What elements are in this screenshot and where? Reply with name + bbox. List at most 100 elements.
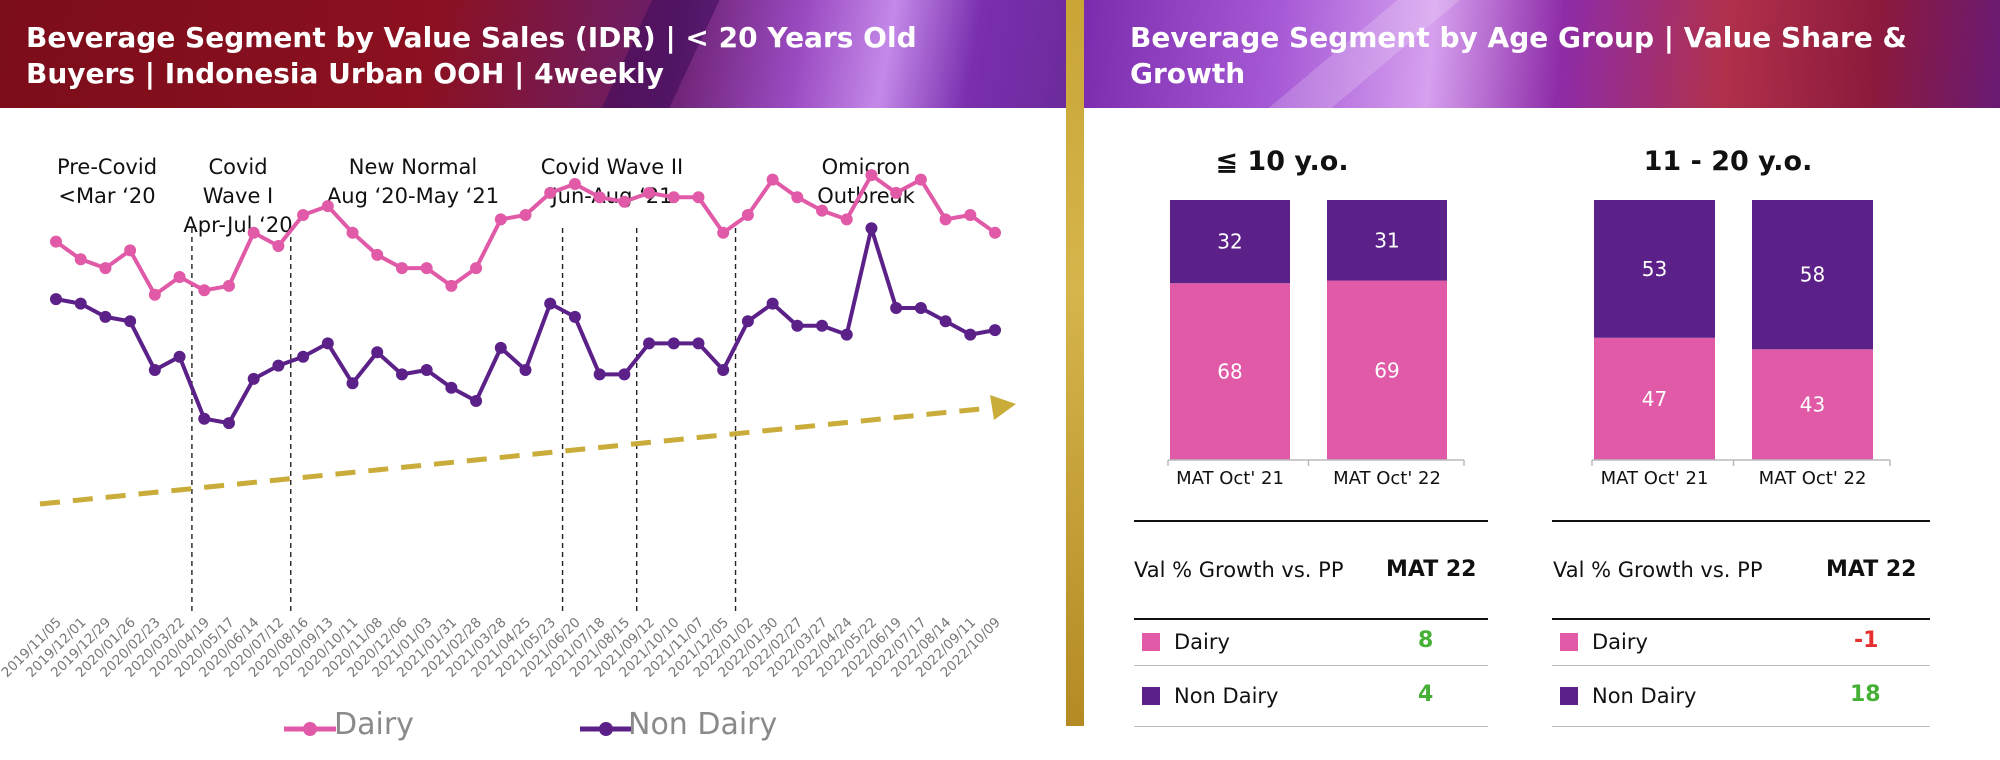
bar-value-label: 68 <box>1217 360 1242 384</box>
data-point <box>173 271 186 283</box>
left-title-line1: Beverage Segment by Value Sales (IDR) | … <box>26 21 917 54</box>
data-point <box>643 186 656 199</box>
bar-segment-dairy <box>1327 280 1447 460</box>
data-point <box>865 169 878 182</box>
bar-value-label: 43 <box>1800 393 1825 417</box>
data-point <box>692 191 705 204</box>
data-point <box>247 372 260 385</box>
bar-value-label: 53 <box>1642 257 1667 281</box>
data-point <box>395 262 408 275</box>
bar-segment-non-dairy <box>1327 200 1447 281</box>
data-point <box>420 364 433 376</box>
table2-row-rule <box>1552 665 1930 666</box>
series-line-non-dairy <box>55 226 996 426</box>
table1-header-label: Val % Growth vs. PP <box>1134 558 1344 582</box>
table2-header-value: MAT 22 <box>1826 557 1917 582</box>
data-point <box>939 213 952 226</box>
data-point <box>297 209 310 221</box>
data-point <box>816 204 829 217</box>
bar-chart-title: 11 - 20 y.o. <box>1644 146 1813 177</box>
bar-value-label: 58 <box>1800 263 1825 287</box>
data-point <box>914 173 927 186</box>
data-point <box>840 213 853 226</box>
table1-dairy-value: 8 <box>1418 628 1434 653</box>
trend-line <box>39 405 991 507</box>
left-header-banner: Beverage Segment by Value Sales (IDR) | … <box>0 0 1074 108</box>
data-point <box>791 191 804 204</box>
data-point <box>222 279 235 292</box>
data-point <box>346 377 359 390</box>
data-point <box>371 346 384 359</box>
data-point <box>618 195 631 208</box>
data-point <box>198 284 211 297</box>
table1-non-dairy-value: 4 <box>1418 682 1434 707</box>
data-point <box>989 226 1001 239</box>
data-point <box>618 368 631 381</box>
data-point <box>272 240 285 252</box>
data-point <box>198 412 211 425</box>
table2-dairy-label: Dairy <box>1592 630 1648 654</box>
bar-value-label: 32 <box>1217 230 1242 254</box>
data-point <box>568 178 581 190</box>
data-point <box>272 359 285 372</box>
data-point <box>791 319 804 332</box>
data-point <box>321 200 334 213</box>
period-label: Covid Wave I Apr-Jul ‘20 <box>183 155 292 237</box>
bar-category-label: MAT Oct' 22 <box>1759 468 1867 489</box>
data-point <box>717 226 730 239</box>
data-point <box>914 302 927 314</box>
data-point <box>50 293 62 306</box>
bar-segment-non-dairy <box>1752 200 1873 350</box>
data-point <box>445 279 458 292</box>
data-point <box>371 248 384 261</box>
table1-dairy-label: Dairy <box>1174 630 1230 654</box>
legend-non-dairy-marker <box>580 722 632 736</box>
data-point <box>692 337 705 350</box>
data-point <box>667 337 680 350</box>
legend-dairy-marker <box>284 722 336 736</box>
data-point <box>99 262 112 275</box>
data-point <box>494 341 507 354</box>
stacked-bar-chart-11-20: 11 - 20 y.o. 47 53 MAT Oct' 21 43 58 MAT Oct' … <box>1591 146 1891 489</box>
table1-header-rule <box>1134 618 1488 620</box>
data-point <box>420 262 433 275</box>
bar-segment-dairy <box>1594 337 1715 460</box>
data-point <box>741 209 754 221</box>
data-point <box>395 368 408 381</box>
data-point <box>593 368 606 381</box>
bar-value-label: 31 <box>1374 228 1399 252</box>
data-point <box>865 222 878 235</box>
data-point <box>346 226 359 239</box>
data-point <box>890 302 903 314</box>
data-point <box>939 315 952 328</box>
data-point <box>544 186 557 199</box>
data-point <box>99 310 112 323</box>
data-point <box>74 297 87 310</box>
table2-non-dairy-label: Non Dairy <box>1592 684 1697 708</box>
table2-top-rule <box>1552 520 1930 522</box>
table2-dairy-value: -1 <box>1854 628 1879 653</box>
data-point <box>519 209 532 221</box>
data-point <box>321 337 334 350</box>
table1-bottom-rule <box>1134 726 1488 727</box>
bar-value-label: 69 <box>1374 358 1399 382</box>
data-point <box>445 381 458 394</box>
data-point <box>148 364 161 376</box>
right-title: Beverage Segment by Age Group | Value Sh… <box>1130 21 1907 90</box>
table2-dairy-swatch <box>1560 633 1578 651</box>
data-point <box>717 364 730 376</box>
data-point <box>741 315 754 328</box>
table2-non-dairy-value: 18 <box>1850 682 1881 707</box>
table2-bottom-rule <box>1552 726 1930 727</box>
data-point <box>124 244 137 257</box>
data-point <box>247 226 260 239</box>
bar-category-label: MAT Oct' 21 <box>1601 468 1709 489</box>
bar-segment-non-dairy <box>1170 200 1290 284</box>
table1-top-rule <box>1134 520 1488 522</box>
bar-category-label: MAT Oct' 21 <box>1176 468 1284 489</box>
bar-category-label: MAT Oct' 22 <box>1333 468 1441 489</box>
data-point <box>544 297 557 310</box>
data-point <box>148 288 161 301</box>
trend-arrowhead <box>990 395 1016 420</box>
charts-svg: Pre-Covid <Mar ‘20 Covid Wave I Apr-Jul ‘20 N… <box>0 146 1891 681</box>
